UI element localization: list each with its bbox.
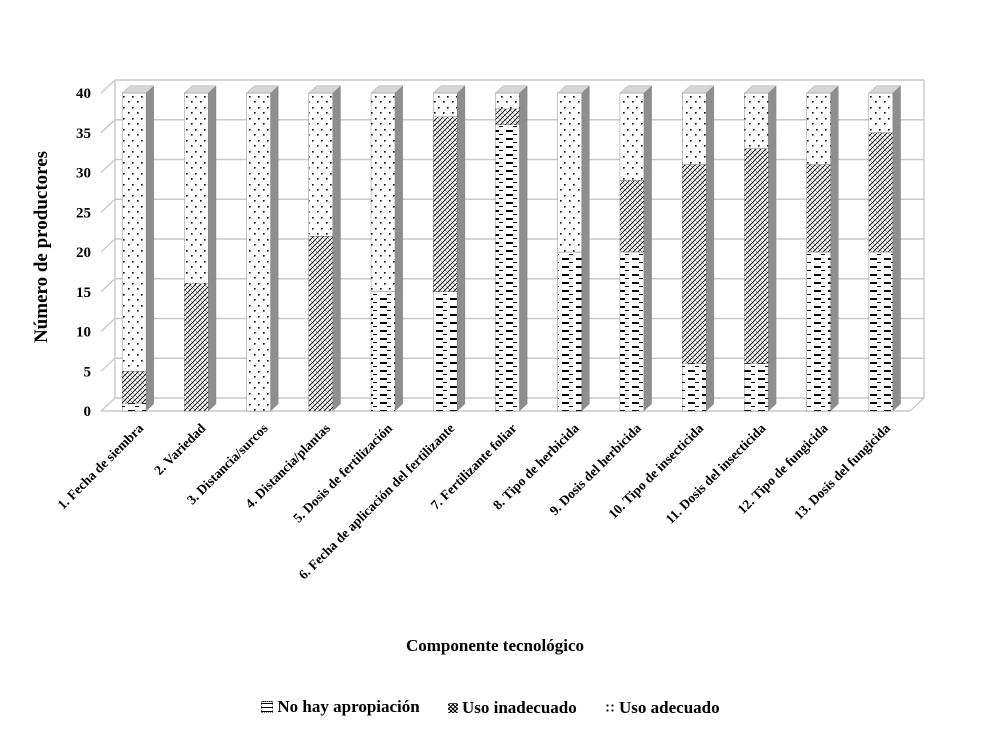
gridline-side xyxy=(100,278,116,293)
bar-top-face xyxy=(557,85,590,94)
gridline-side xyxy=(100,317,116,333)
gridline-side xyxy=(100,397,116,412)
bar-top-face xyxy=(806,85,839,94)
segment-uso-adecuado xyxy=(806,85,839,165)
segment-uso-adecuado xyxy=(121,85,154,372)
gridline-side xyxy=(100,198,116,213)
floor-right-edge xyxy=(909,397,925,412)
segment-uso-adecuado xyxy=(308,85,341,237)
segment-uso-inadecuado xyxy=(744,141,777,364)
segment-uso-adecuado xyxy=(744,85,777,149)
segment-uso-adecuado xyxy=(682,85,715,165)
segment-uso-adecuado xyxy=(184,85,217,285)
segment-uso-adecuado xyxy=(557,85,590,253)
segment-no-apropiacion xyxy=(370,284,403,412)
bar-top-face xyxy=(308,85,342,94)
segment-uso-inadecuado xyxy=(806,157,839,253)
gridline-side xyxy=(100,238,116,253)
segment-no-apropiacion xyxy=(868,244,901,412)
bar-top-face xyxy=(743,85,777,94)
segment-uso-adecuado xyxy=(868,85,901,134)
segment-uso-adecuado xyxy=(246,85,279,412)
gridline-side xyxy=(100,158,116,174)
x-tick-label: 11. Dosis del insecticida xyxy=(662,420,768,526)
x-tick-label: 1. Fecha de siembra xyxy=(55,420,147,512)
legend-item-uso-inadecuado: Uso inadecuado xyxy=(447,698,577,718)
legend: No hay apropiación Uso inadecuado Uso ad… xyxy=(0,697,981,718)
bar-top-face xyxy=(121,85,155,94)
segment-uso-inadecuado xyxy=(308,228,341,412)
segment-uso-inadecuado xyxy=(121,363,154,404)
bar-top-face xyxy=(494,85,528,94)
legend-item-uso-adecuado: Uso adecuado xyxy=(605,698,720,718)
bar-top-face xyxy=(246,85,279,94)
y-tick-label: 35 xyxy=(76,126,91,142)
segment-uso-adecuado xyxy=(495,85,528,110)
segment-no-apropiacion xyxy=(495,117,528,412)
y-tick-label: 25 xyxy=(76,205,91,221)
x-axis-label: Componente tecnológico xyxy=(406,636,584,655)
legend-swatch-dots xyxy=(605,703,615,713)
y-tick-label: 30 xyxy=(76,166,91,182)
stacked-bar-chart-3d: 0 5 10 15 20 25 30 35 40 1. Fecha de siembra 2. Va… xyxy=(31,79,925,655)
legend-swatch-crosshatch xyxy=(447,703,458,713)
segment-uso-adecuado xyxy=(433,85,466,118)
y-tick-label: 10 xyxy=(76,325,91,341)
legend-swatch-dashes xyxy=(261,701,274,713)
bar-top-face xyxy=(868,85,902,94)
bar-top-face xyxy=(432,85,466,94)
legend-item-no-apropiacion: No hay apropiación xyxy=(261,697,420,717)
gridline-side xyxy=(100,119,116,134)
y-tick-label: 40 xyxy=(76,86,91,102)
y-tick-label: 15 xyxy=(76,285,91,301)
bar-top-face xyxy=(370,85,404,94)
y-tick-label: 0 xyxy=(84,404,92,420)
x-tick-label: 2. Variedad xyxy=(151,420,209,478)
gridline-side xyxy=(100,357,116,372)
legend-label-uso-adecuado: Uso adecuado xyxy=(619,698,720,717)
segment-uso-inadecuado xyxy=(184,276,217,412)
segment-uso-inadecuado xyxy=(868,125,901,253)
segment-uso-inadecuado xyxy=(682,157,715,364)
bar-top-face xyxy=(681,85,715,94)
segment-uso-inadecuado xyxy=(433,109,466,293)
segment-no-apropiacion xyxy=(557,244,590,412)
legend-label-uso-inadecuado: Uso inadecuado xyxy=(461,698,577,717)
y-axis-label: Número de productores xyxy=(31,151,52,343)
y-tick-label: 20 xyxy=(76,245,91,261)
y-tick-label: 5 xyxy=(84,364,92,380)
segment-uso-inadecuado xyxy=(619,172,652,253)
segment-no-apropiacion xyxy=(619,244,652,412)
bar-top-face xyxy=(619,85,653,94)
gridline-side xyxy=(100,79,116,94)
segment-no-apropiacion xyxy=(806,244,839,412)
segment-no-apropiacion xyxy=(682,355,715,412)
legend-label-no-apropiacion: No hay apropiación xyxy=(277,697,420,716)
segment-uso-adecuado xyxy=(370,85,403,293)
bar-top-face xyxy=(183,85,217,94)
segment-no-apropiacion xyxy=(433,284,466,412)
segment-uso-adecuado xyxy=(619,85,652,181)
segment-no-apropiacion xyxy=(744,355,777,412)
